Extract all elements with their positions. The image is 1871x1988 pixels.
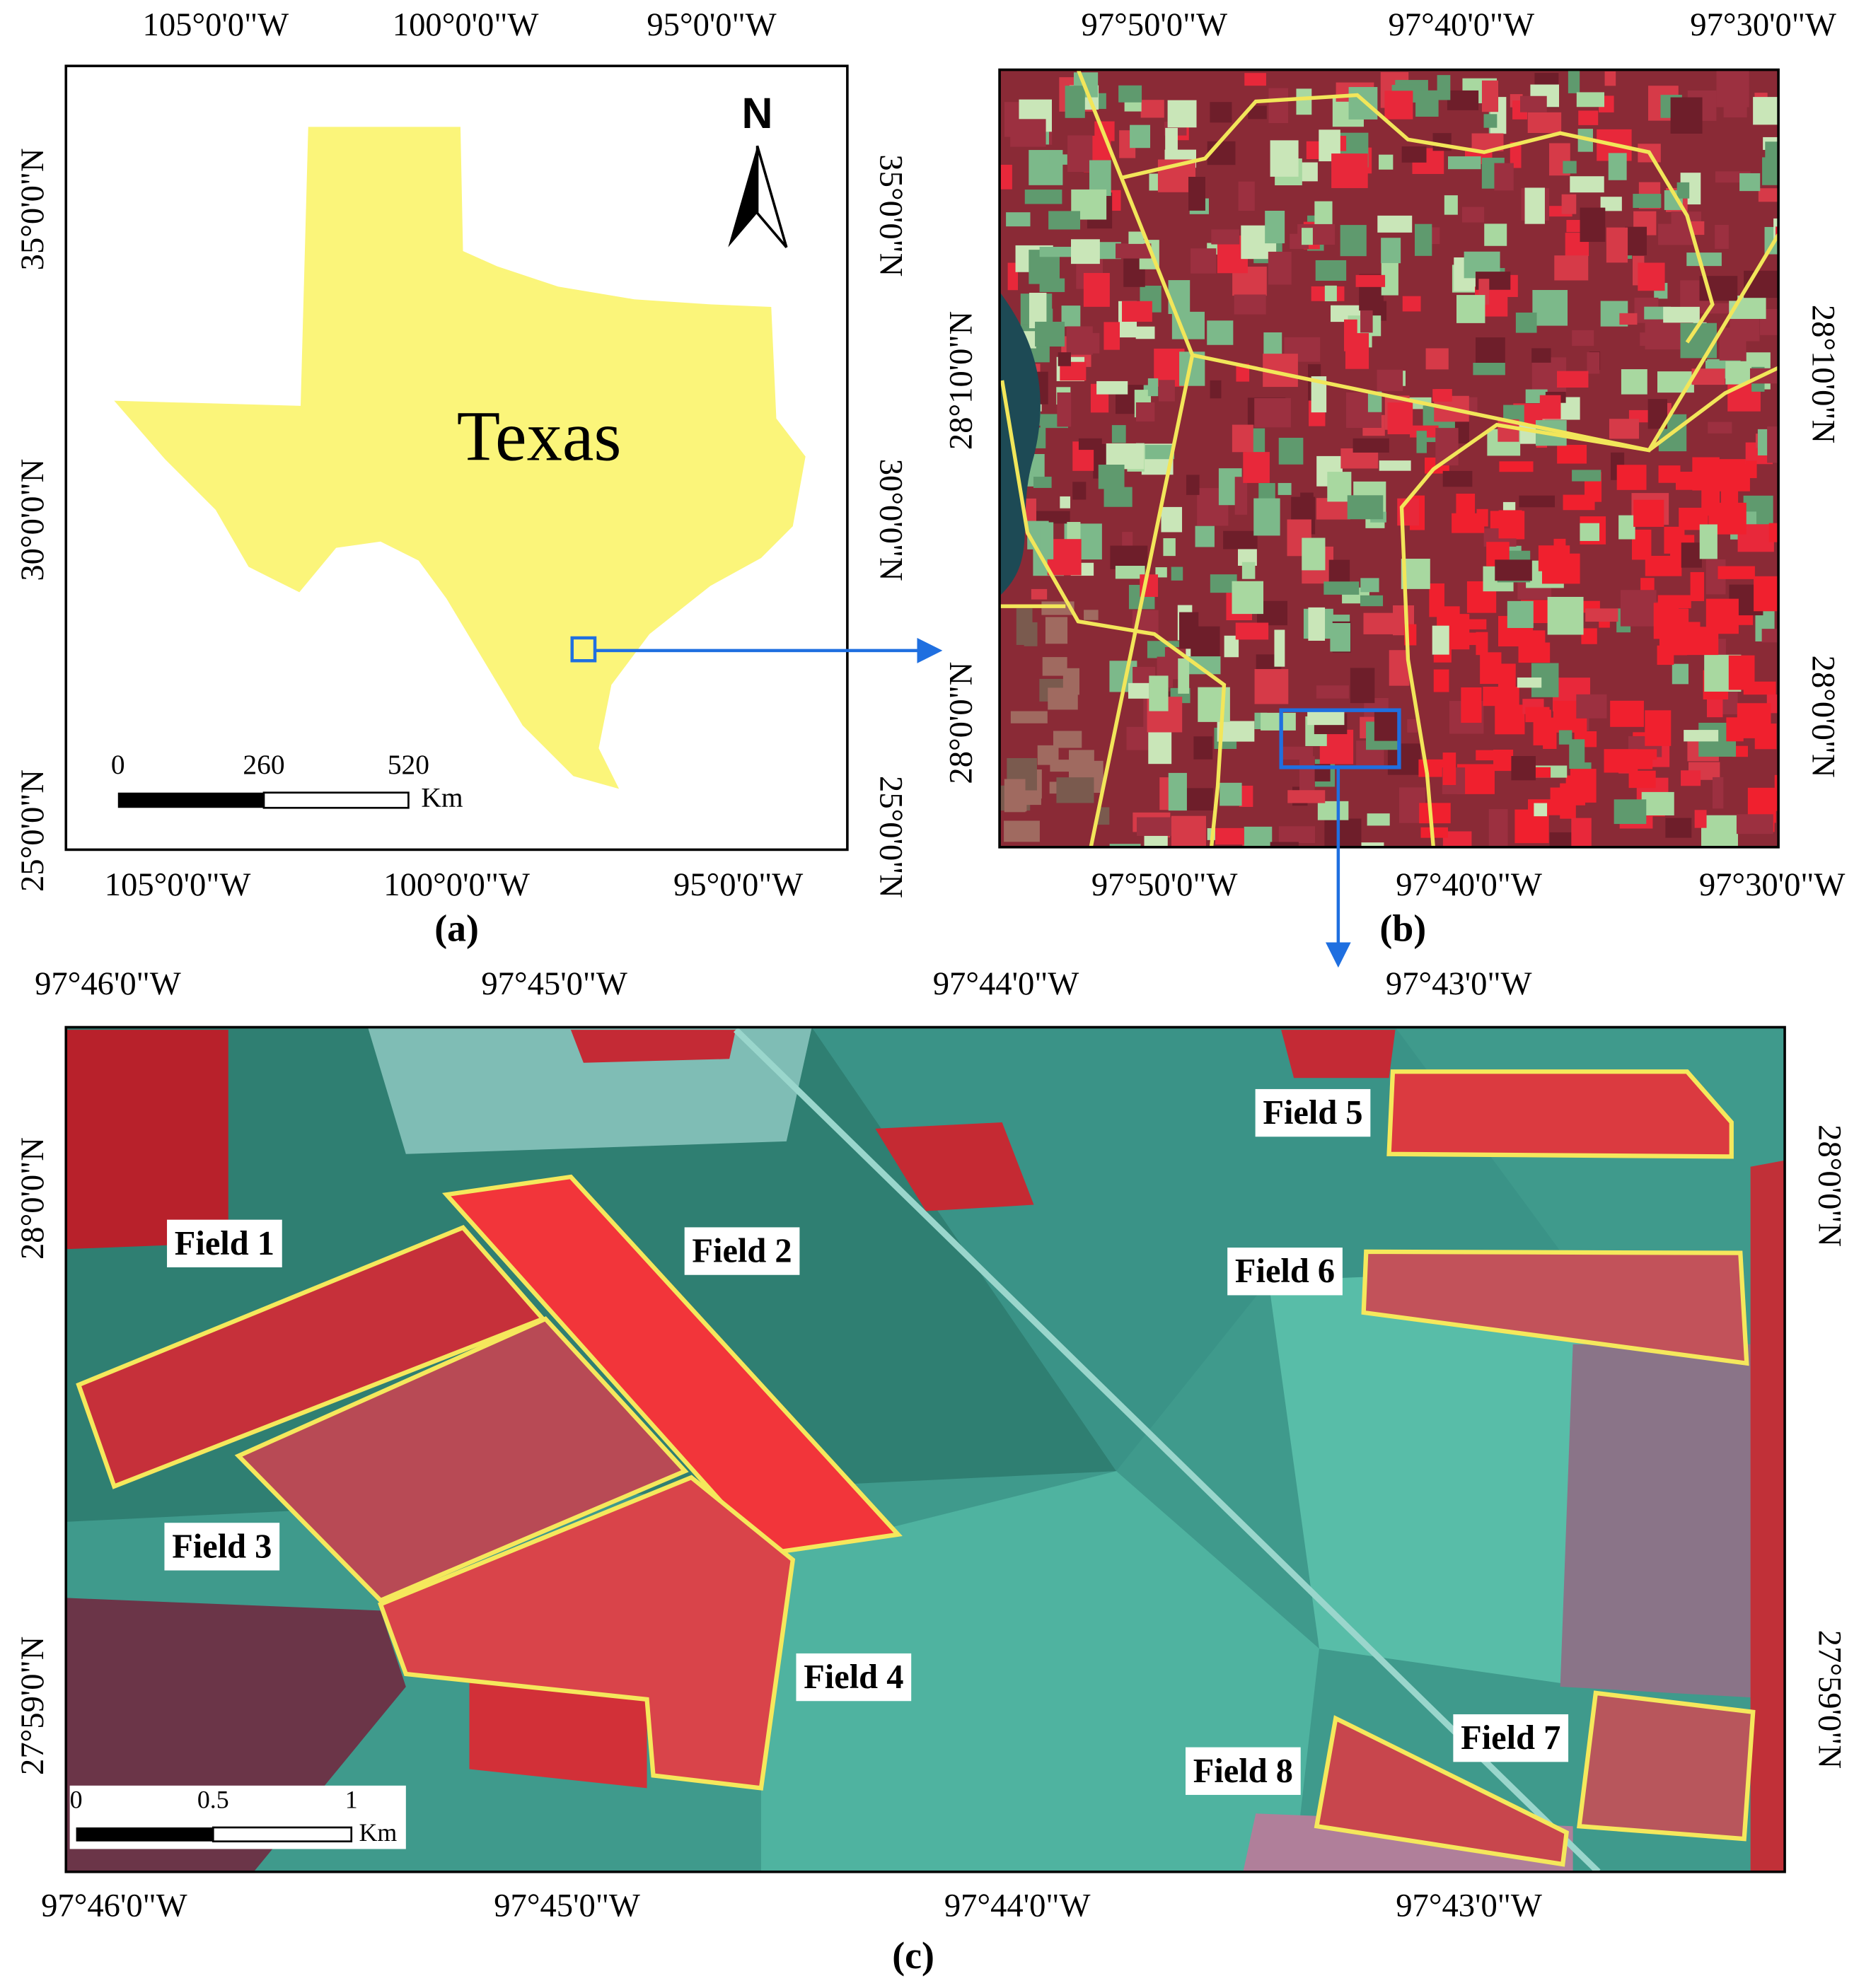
coordinate-label: 35°0'0"N [873, 154, 910, 277]
location-box [570, 636, 597, 663]
satellite-image [1000, 69, 1779, 847]
scale-label: 0.5 [197, 1785, 229, 1813]
scale-bar [212, 1826, 353, 1843]
coordinate-label: 97°30'0"W [1690, 6, 1836, 43]
coordinate-label: 28°0'0"N [943, 662, 980, 784]
field-label-box [1453, 1714, 1569, 1762]
coordinate-label: 27°59'0"N [1812, 1630, 1848, 1769]
field-label: Field 7 [1461, 1719, 1560, 1757]
panel-c-frame [64, 1025, 1786, 1873]
coordinate-label: 28°0'0"N [1805, 656, 1842, 778]
scale-bar [262, 791, 410, 809]
panel-b-frame [998, 68, 1780, 849]
coordinate-label: 105°0'0"W [143, 6, 289, 43]
coordinate-label: 35°0'0"N [14, 148, 51, 270]
coordinate-label: 97°30'0"W [1699, 866, 1846, 903]
coordinate-label: 97°40'0"W [1388, 6, 1534, 43]
scale-bar [117, 792, 264, 808]
coordinate-label: 97°43'0"W [1386, 965, 1532, 1002]
field-label: Field 1 [175, 1225, 274, 1262]
coordinate-label: 97°46'0"W [41, 1887, 187, 1924]
scale-label: 0 [111, 749, 125, 780]
scale-bar [76, 1827, 214, 1842]
coordinate-label: 95°0'0"W [673, 866, 803, 903]
coordinate-label: 30°0'0"N [14, 459, 51, 581]
coordinate-label: 25°0'0"N [14, 769, 51, 892]
field-label-box [1227, 1248, 1343, 1296]
location-box [1279, 708, 1401, 769]
coordinate-label: 30°0'0"N [873, 459, 910, 581]
coordinate-label: 97°45'0"W [481, 965, 627, 1002]
coordinate-label: 97°43'0"W [1396, 1887, 1542, 1924]
north-arrow [755, 145, 788, 248]
coordinate-label: 27°59'0"N [14, 1637, 51, 1775]
coordinate-label: 97°44'0"W [944, 1887, 1091, 1924]
scale-unit: Km [421, 782, 463, 813]
coordinate-label: 97°44'0"W [933, 965, 1079, 1002]
field-label-box [796, 1653, 912, 1702]
coordinate-label: 100°0'0"W [393, 6, 539, 43]
panel-caption: (c) [892, 1934, 934, 1977]
field-label: Field 2 [692, 1233, 792, 1270]
panel-caption: (a) [434, 907, 479, 949]
field-label-box [684, 1227, 800, 1275]
scale-label: 520 [388, 749, 429, 780]
coordinate-label: 97°46'0"W [35, 965, 181, 1002]
field-label-box [1186, 1747, 1301, 1795]
coordinate-label: 100°0'0"W [383, 866, 530, 903]
boundaries [1000, 69, 1779, 847]
coordinate-label: 28°10'0"N [943, 311, 980, 450]
texas-shape [114, 127, 806, 789]
field-label: Field 8 [1193, 1752, 1293, 1790]
scale-label: 0 [70, 1785, 83, 1813]
field-label: Field 6 [1235, 1252, 1335, 1290]
coordinate-label: 97°50'0"W [1091, 866, 1238, 903]
coordinate-label: 97°50'0"W [1082, 6, 1228, 43]
scale-label: 1 [345, 1785, 358, 1813]
scale-label: 260 [243, 749, 284, 780]
coordinate-label: 28°10'0"N [1805, 305, 1842, 443]
coordinate-label: 28°0'0"N [1812, 1124, 1848, 1247]
field-label-box [1255, 1088, 1371, 1137]
field-label-box [167, 1219, 282, 1267]
coordinate-label: 95°0'0"W [647, 6, 776, 43]
scale-unit: Km [359, 1818, 397, 1847]
field-label: Field 5 [1263, 1094, 1362, 1132]
panel-caption: (b) [1379, 907, 1426, 949]
field-label-box [164, 1523, 280, 1571]
coordinate-label: 97°40'0"W [1396, 866, 1542, 903]
field-label: Field 4 [804, 1658, 903, 1696]
coordinate-label: 105°0'0"W [105, 866, 251, 903]
north-label: N [742, 89, 773, 137]
coordinate-label: 28°0'0"N [14, 1137, 51, 1260]
place-label: Texas [457, 397, 622, 476]
field-label: Field 3 [172, 1528, 272, 1565]
coordinate-label: 25°0'0"N [873, 776, 910, 898]
coordinate-label: 97°45'0"W [494, 1887, 640, 1924]
